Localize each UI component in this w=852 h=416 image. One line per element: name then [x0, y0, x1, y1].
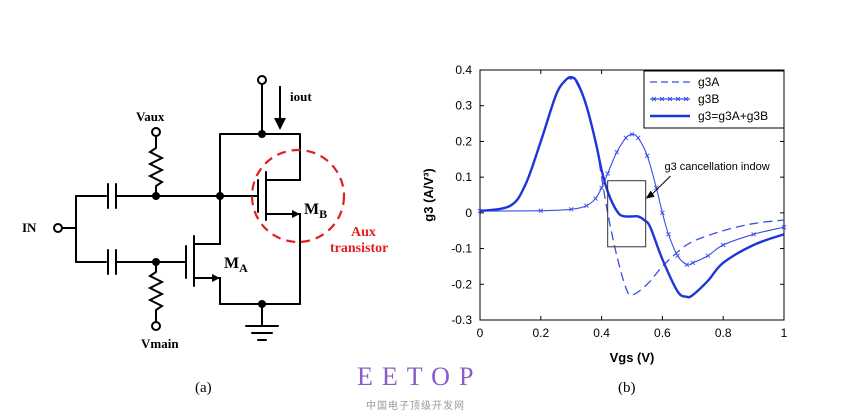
vaux-resistor: [147, 135, 165, 197]
cancellation-window-label: g3 cancellation indow: [664, 161, 769, 173]
iout-terminal: [257, 75, 267, 85]
g3b-point: [538, 208, 544, 214]
y-tick-label: 0.4: [455, 63, 472, 77]
g3b-point: [629, 131, 635, 137]
x-axis: 0 0.2 0.4 0.6 0.8 1: [477, 70, 788, 340]
aux-label-line2: transistor: [330, 241, 388, 256]
vmain-label: Vmain: [141, 336, 179, 351]
legend-label-g3a: g3A: [698, 75, 719, 89]
g3b-point: [635, 135, 641, 141]
legend-g3b-marker: [651, 96, 657, 102]
series-line-g3b: [479, 133, 785, 266]
g3b-point: [605, 171, 610, 176]
x-tick-label: 0: [477, 326, 484, 340]
legend-g3b-marker: [675, 96, 681, 102]
g3b-point: [568, 206, 574, 212]
g3b-point: [675, 253, 680, 259]
iout-label: iout: [290, 89, 312, 104]
y-axis-label: g3 (A/V³): [421, 168, 436, 221]
y-axis: 0.4 0.3 0.2 0.1 0 -0.1 -0.2 -0.3: [451, 63, 784, 327]
legend-g3b-marker: [683, 96, 689, 102]
ma-gate-node: [216, 192, 224, 200]
g3b-point: [690, 260, 696, 266]
aux-label-line1: Aux: [351, 225, 376, 240]
annotation-layer: g3 cancellation indow: [607, 161, 770, 248]
vmain-resistor: [147, 261, 165, 323]
annotation-arrowhead: [645, 190, 655, 199]
in-terminal: [53, 223, 63, 233]
watermark-title: EETOP: [357, 362, 483, 391]
x-tick-label: 1: [781, 326, 788, 340]
x-tick-label: 0.2: [532, 326, 549, 340]
y-tick-label: 0.3: [455, 99, 472, 113]
vmain-terminal: [151, 321, 161, 331]
y-tick-label: -0.2: [451, 277, 472, 291]
g3b-point: [705, 253, 711, 259]
g3b-point: [593, 196, 598, 201]
legend: g3A g3B g3=g3A+g3B: [643, 70, 785, 129]
g3b-point: [781, 224, 787, 230]
g3b-point: [644, 153, 650, 159]
y-tick-label: -0.1: [451, 242, 472, 256]
vaux-label: Vaux: [136, 109, 165, 124]
x-tick-label: 0.6: [654, 326, 671, 340]
cancellation-window-box: [607, 180, 647, 248]
g3b-point: [666, 231, 671, 237]
mb-transistor: [257, 133, 301, 305]
y-tick-label: 0.1: [455, 170, 472, 184]
g3b-point: [623, 135, 629, 141]
y-tick-label: 0.2: [455, 134, 472, 148]
g3-chart: 0 0.2 0.4 0.6 0.8 1 0.4 0.3 0.2 0.1 0 -0.1 -0.2 -0.3…: [421, 63, 788, 365]
vaux-terminal: [151, 127, 161, 137]
legend-box: [643, 70, 785, 129]
annotation-arrow: [651, 175, 671, 195]
aux-highlight-circle: [250, 148, 346, 244]
x-tick-label: 0.8: [715, 326, 732, 340]
watermark-subtitle: 中国电子顶级开发网: [366, 401, 465, 412]
caption-a: (a): [195, 380, 212, 396]
legend-label-g3: g3=g3A+g3B: [698, 109, 768, 123]
vaux-node: [152, 192, 160, 200]
circuit-schematic: [53, 75, 301, 341]
g3b-point: [751, 231, 756, 237]
series-line-g3-sum: [479, 75, 785, 299]
legend-swatch-g3b-markers: [651, 96, 689, 102]
caption-b: (b): [618, 380, 636, 396]
iout-arrow: [274, 86, 286, 130]
series-layer: [477, 75, 787, 299]
x-axis-label: Vgs (V): [610, 350, 655, 365]
plot-frame: [479, 69, 785, 321]
top-coupling-capacitor: [107, 183, 117, 209]
mb-label: MB: [304, 201, 327, 221]
g3b-point: [684, 262, 690, 267]
legend-label-g3b: g3B: [698, 92, 719, 106]
ma-label: MA: [224, 255, 248, 275]
ma-transistor: [185, 133, 221, 305]
g3b-point: [660, 210, 665, 216]
in-label: IN: [22, 220, 37, 235]
ground-icon: [245, 325, 279, 341]
g3b-point: [584, 203, 589, 209]
legend-g3b-marker: [667, 96, 673, 102]
y-tick-label: -0.3: [451, 313, 472, 327]
mb-subscript: B: [319, 207, 327, 221]
g3b-point: [599, 185, 604, 191]
y-tick-label: 0: [465, 206, 472, 220]
x-tick-label: 0.4: [593, 326, 610, 340]
g3b-point: [720, 242, 726, 248]
ma-subscript: A: [239, 261, 248, 275]
g3b-point: [614, 149, 620, 155]
legend-g3b-marker: [659, 96, 665, 102]
bottom-coupling-capacitor: [107, 249, 117, 275]
